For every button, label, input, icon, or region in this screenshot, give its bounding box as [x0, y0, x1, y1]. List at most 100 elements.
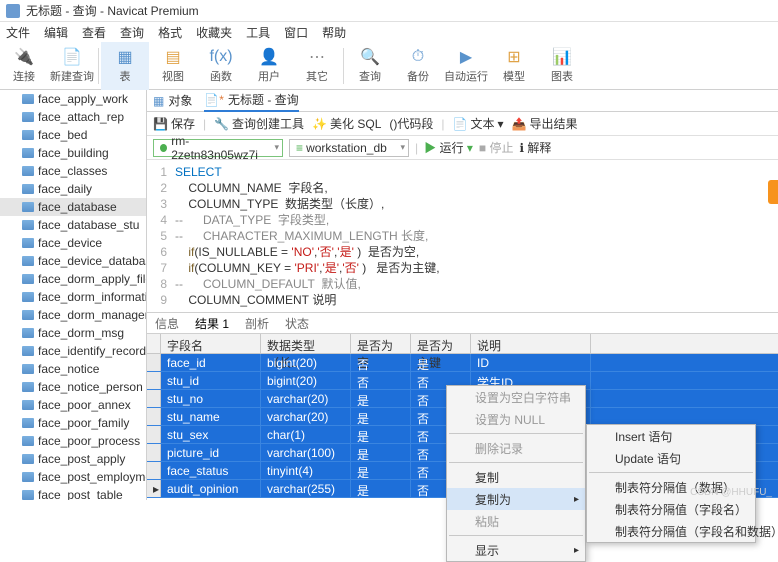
tree-item[interactable]: face_database — [0, 198, 146, 216]
ctx-set-null[interactable]: 设置为 NULL — [447, 408, 585, 430]
toolbar-查询[interactable]: 🔍查询 — [346, 42, 394, 90]
toolbar-自动运行[interactable]: ▶自动运行 — [442, 42, 490, 90]
tree-item[interactable]: face_identify_record — [0, 342, 146, 360]
tab-profile[interactable]: 剖析 — [245, 315, 269, 332]
object-tree[interactable]: face_apply_workface_attach_repface_bedfa… — [0, 90, 147, 500]
menu-item[interactable]: 查询 — [120, 24, 144, 41]
editor-tabs[interactable]: ▦对象 📄*无标题 - 查询 — [147, 90, 778, 112]
menu-item[interactable]: 编辑 — [44, 24, 68, 41]
ctx-delete[interactable]: 删除记录 — [447, 437, 585, 459]
tree-item[interactable]: face_apply_work — [0, 90, 146, 108]
table-icon — [22, 256, 34, 266]
table-icon — [22, 112, 34, 122]
menu-item[interactable]: 格式 — [158, 24, 182, 41]
tree-item[interactable]: face_attach_rep — [0, 108, 146, 126]
export-button[interactable]: 📤 导出结果 — [512, 115, 578, 132]
beautify-button[interactable]: ✨ 美化 SQL — [312, 115, 381, 132]
tree-item[interactable]: face_post_apply — [0, 450, 146, 468]
ctx-show[interactable]: 显示 — [447, 539, 585, 561]
table-icon — [22, 490, 34, 500]
context-submenu[interactable]: Insert 语句 Update 语句 制表符分隔值（数据） 制表符分隔值（字段… — [586, 424, 756, 543]
col-header[interactable]: 说明 — [471, 334, 591, 353]
app-icon — [6, 4, 20, 18]
explain-button[interactable]: ℹ 解释 — [519, 139, 551, 156]
ctx-set-blank[interactable]: 设置为空白字符串 — [447, 386, 585, 408]
ctx-copy-as[interactable]: 复制为 — [447, 488, 585, 510]
menu-item[interactable]: 文件 — [6, 24, 30, 41]
toolbar: 🔌连接📄新建查询▦表▤视图f(x)函数👤用户⋯其它🔍查询⏱备份▶自动运行⊞模型📊… — [0, 42, 778, 90]
tree-item[interactable]: face_notice_person — [0, 378, 146, 396]
toolbar-表[interactable]: ▦表 — [101, 42, 149, 90]
database-dropdown[interactable]: ≡ workstation_db — [289, 139, 409, 157]
titlebar: 无标题 - 查询 - Navicat Premium — [0, 0, 778, 22]
ctx-paste[interactable]: 粘贴 — [447, 510, 585, 532]
tree-item[interactable]: face_notice — [0, 360, 146, 378]
tree-item[interactable]: face_classes — [0, 162, 146, 180]
tab-query[interactable]: 📄*无标题 - 查询 — [204, 90, 298, 112]
server-dropdown[interactable]: rm-2zetn83n05wz7i — [153, 139, 283, 157]
menubar[interactable]: 文件编辑查看查询格式收藏夹工具窗口帮助 — [0, 22, 778, 42]
tree-item[interactable]: face_bed — [0, 126, 146, 144]
snippet-button[interactable]: ()代码段 — [389, 115, 433, 132]
col-header[interactable]: 是否为主键 — [411, 334, 471, 353]
toolbar-函数[interactable]: f(x)函数 — [197, 42, 245, 90]
table-icon — [22, 184, 34, 194]
tree-item[interactable]: face_dorm_msg — [0, 324, 146, 342]
tree-item[interactable]: face_device_database — [0, 252, 146, 270]
toolbar-模型[interactable]: ⊞模型 — [490, 42, 538, 90]
toolbar-图表[interactable]: 📊图表 — [538, 42, 586, 90]
col-header[interactable]: 是否为空 — [351, 334, 411, 353]
tree-item[interactable]: face_dorm_information — [0, 288, 146, 306]
tab-info[interactable]: 信息 — [155, 315, 179, 332]
sql-editor[interactable]: 1SELECT2 COLUMN_NAME 字段名,3 COLUMN_TYPE 数… — [147, 160, 778, 312]
tree-item[interactable]: face_post_table — [0, 486, 146, 500]
tree-item[interactable]: face_dorm_apply_file — [0, 270, 146, 288]
menu-item[interactable]: 工具 — [246, 24, 270, 41]
query-builder-button[interactable]: 🔧 查询创建工具 — [214, 115, 304, 132]
table-icon — [22, 436, 34, 446]
query-toolbar: 💾 保存 | 🔧 查询创建工具 ✨ 美化 SQL ()代码段 | 📄 文本 ▾ … — [147, 112, 778, 136]
tree-item[interactable]: face_database_stu — [0, 216, 146, 234]
ctx-insert-stmt[interactable]: Insert 语句 — [587, 425, 755, 447]
tab-objects[interactable]: ▦对象 — [153, 90, 192, 112]
tree-item[interactable]: face_poor_process — [0, 432, 146, 450]
table-icon — [22, 130, 34, 140]
toolbar-其它[interactable]: ⋯其它 — [293, 42, 341, 90]
tree-item[interactable]: face_device — [0, 234, 146, 252]
run-button[interactable]: ▶ 运行 ▾ — [424, 139, 473, 156]
menu-item[interactable]: 查看 — [82, 24, 106, 41]
tab-result1[interactable]: 结果 1 — [195, 315, 229, 332]
ctx-tsv-fields[interactable]: 制表符分隔值（字段名） — [587, 498, 755, 520]
tab-status[interactable]: 状态 — [285, 315, 309, 332]
tree-item[interactable]: face_post_employment — [0, 468, 146, 486]
menu-item[interactable]: 收藏夹 — [196, 24, 232, 41]
table-icon — [22, 418, 34, 428]
table-row[interactable]: face_idbigint(20)否是ID — [147, 354, 778, 372]
col-header[interactable]: 数据类型（长.. — [261, 334, 351, 353]
tree-item[interactable]: face_poor_family — [0, 414, 146, 432]
toolbar-备份[interactable]: ⏱备份 — [394, 42, 442, 90]
toolbar-视图[interactable]: ▤视图 — [149, 42, 197, 90]
save-button[interactable]: 💾 保存 — [153, 115, 195, 132]
tree-item[interactable]: face_building — [0, 144, 146, 162]
toolbar-新建查询[interactable]: 📄新建查询 — [48, 42, 96, 90]
tree-item[interactable]: face_daily — [0, 180, 146, 198]
ctx-copy[interactable]: 复制 — [447, 466, 585, 488]
menu-item[interactable]: 帮助 — [322, 24, 346, 41]
ctx-update-stmt[interactable]: Update 语句 — [587, 447, 755, 469]
tree-item[interactable]: face_dorm_manager — [0, 306, 146, 324]
col-header[interactable]: 字段名 — [161, 334, 261, 353]
side-tab-icon[interactable] — [768, 180, 778, 204]
toolbar-连接[interactable]: 🔌连接 — [0, 42, 48, 90]
ctx-tsv-both[interactable]: 制表符分隔值（字段名和数据） — [587, 520, 755, 542]
result-tabs[interactable]: 信息 结果 1 剖析 状态 — [147, 312, 778, 334]
text-button[interactable]: 📄 文本 ▾ — [453, 115, 504, 132]
context-menu[interactable]: 设置为空白字符串 设置为 NULL 删除记录 复制 复制为 粘贴 显示 — [446, 385, 586, 562]
table-icon — [22, 220, 34, 230]
table-icon — [22, 274, 34, 284]
table-icon — [22, 454, 34, 464]
menu-item[interactable]: 窗口 — [284, 24, 308, 41]
tree-item[interactable]: face_poor_annex — [0, 396, 146, 414]
toolbar-用户[interactable]: 👤用户 — [245, 42, 293, 90]
table-icon — [22, 166, 34, 176]
